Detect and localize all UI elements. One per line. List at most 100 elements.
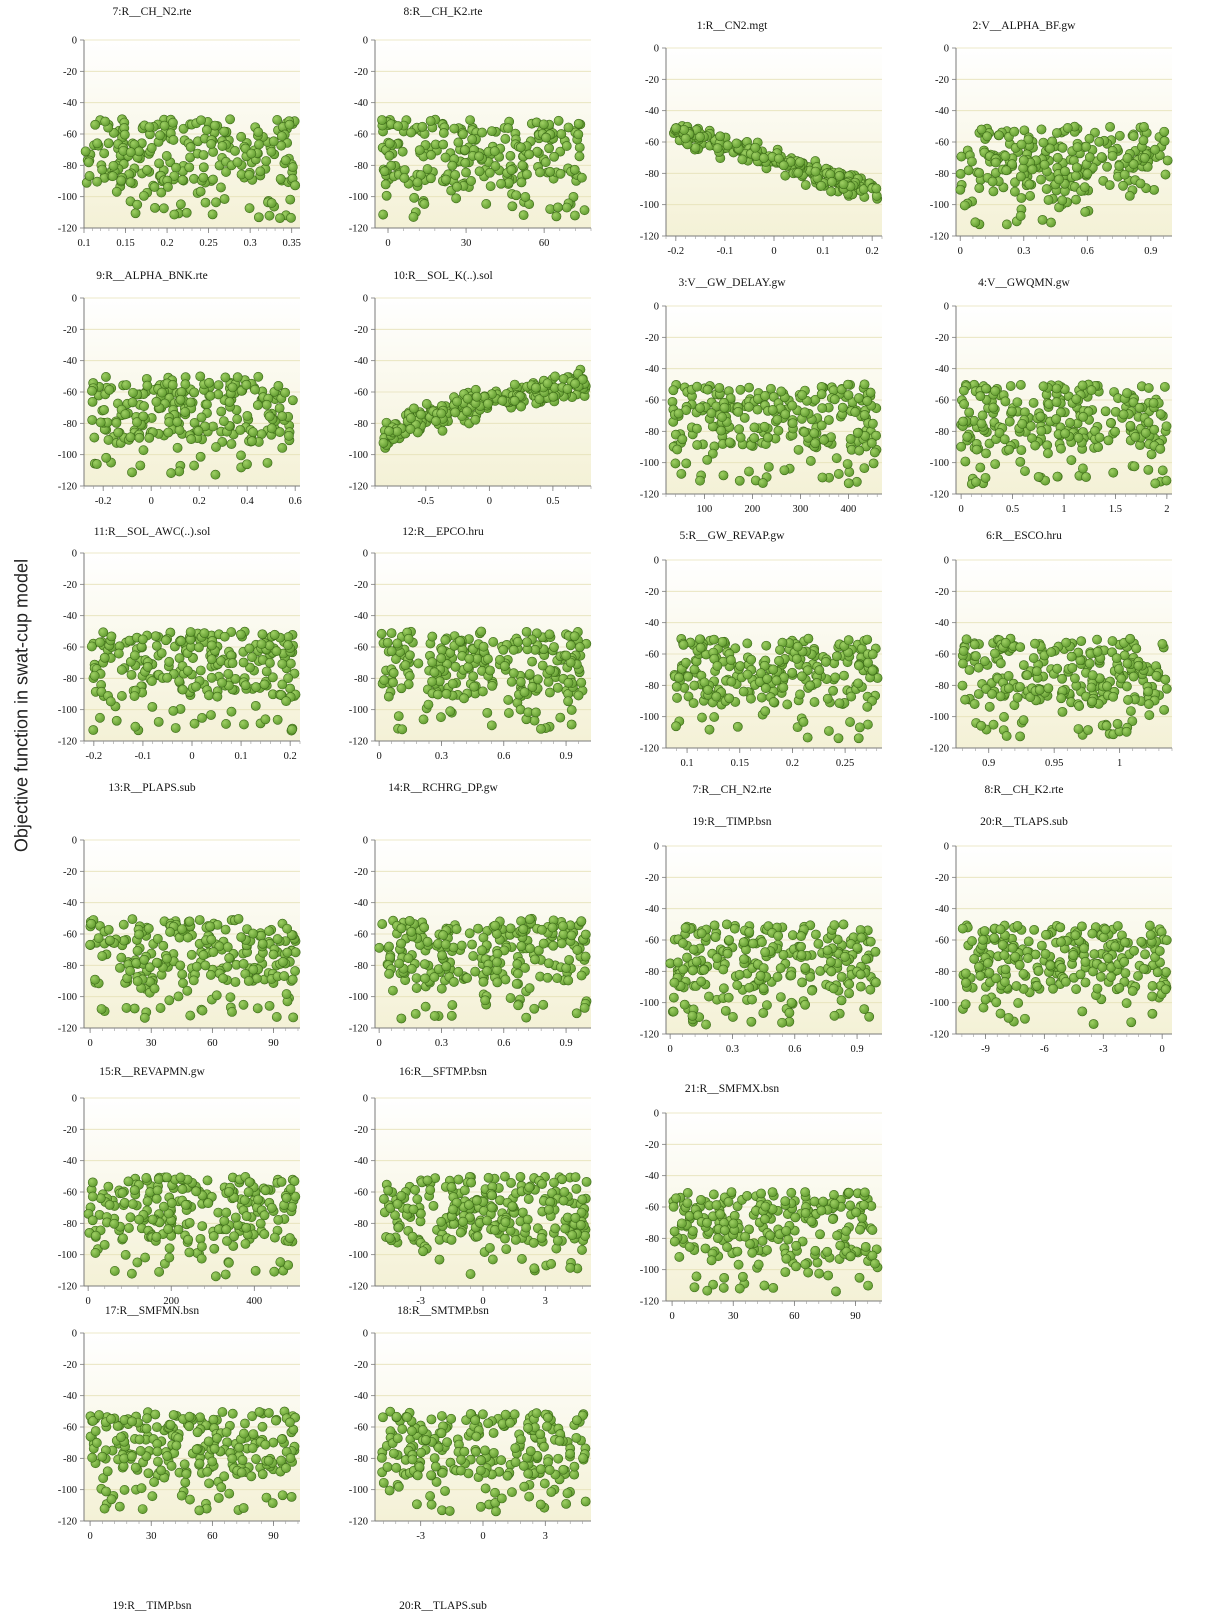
data-point (429, 972, 440, 983)
data-point (230, 146, 240, 156)
data-point (1012, 692, 1023, 703)
data-point (99, 404, 109, 415)
data-point (384, 968, 395, 979)
data-point (512, 959, 523, 970)
data-point (226, 706, 237, 717)
y-tick-label: -100 (930, 200, 949, 211)
y-tick-label: -100 (349, 705, 368, 716)
data-point (460, 158, 471, 168)
data-point (509, 395, 520, 406)
data-point (1071, 162, 1082, 173)
data-point (573, 118, 584, 129)
data-point (151, 640, 162, 651)
data-point (189, 387, 200, 398)
data-point (158, 940, 169, 951)
data-point (170, 723, 181, 733)
data-point (786, 970, 797, 981)
x-tick-label: 30 (146, 1038, 157, 1049)
data-point (1027, 164, 1038, 175)
data-point (758, 153, 769, 163)
data-point (1033, 471, 1044, 482)
data-point (396, 683, 407, 694)
data-point (538, 119, 549, 130)
data-point (248, 964, 259, 975)
data-point (218, 973, 228, 984)
data-point (807, 985, 817, 996)
data-point (688, 698, 699, 709)
data-point (217, 677, 227, 688)
data-point (678, 964, 689, 975)
data-point (221, 719, 231, 729)
data-point (126, 669, 137, 680)
x-tick-label: 0 (668, 1044, 673, 1055)
data-point (130, 208, 141, 219)
x-tick-label: 60 (539, 238, 550, 249)
data-point (207, 209, 218, 220)
data-point (284, 430, 294, 441)
data-point (1060, 976, 1071, 987)
data-point (552, 973, 563, 984)
data-point (224, 953, 235, 963)
data-point (462, 973, 473, 983)
data-point (775, 645, 785, 655)
data-point (484, 167, 495, 178)
y-tick-label: -80 (645, 681, 659, 692)
data-point (974, 167, 985, 178)
data-point (1122, 658, 1133, 669)
data-point (1037, 214, 1048, 225)
data-point (691, 956, 702, 967)
data-point (678, 639, 689, 650)
data-point (1001, 731, 1012, 741)
data-point (756, 668, 766, 679)
data-point (967, 936, 977, 946)
data-point (577, 374, 588, 385)
data-point (959, 200, 970, 211)
data-point (485, 181, 496, 192)
data-point (782, 699, 793, 710)
data-point (250, 700, 261, 711)
data-point (1149, 184, 1160, 195)
data-point (116, 664, 127, 675)
data-point (264, 411, 275, 422)
data-point (519, 687, 530, 698)
data-point (240, 680, 251, 691)
data-point (778, 682, 789, 693)
data-point (1087, 696, 1098, 707)
data-point (286, 212, 296, 223)
data-point (1143, 464, 1154, 475)
data-point (403, 633, 414, 644)
data-point (285, 194, 296, 205)
y-tick-label: -20 (645, 75, 659, 86)
data-point (810, 438, 821, 449)
data-point (1087, 670, 1098, 681)
data-point (196, 412, 207, 423)
data-point (421, 399, 432, 409)
data-point (177, 175, 188, 185)
data-point (843, 478, 854, 489)
data-point (276, 131, 287, 142)
data-point (252, 400, 263, 411)
data-point (80, 146, 91, 157)
data-point (1036, 426, 1047, 436)
y-tick-label: -40 (354, 611, 368, 622)
data-point (692, 381, 702, 392)
scatter-panel: 0 -20 -40 -60 -80 -100 -120 -9 -6 -3 0 (930, 842, 1172, 1055)
data-point (176, 636, 187, 646)
data-point (290, 947, 301, 958)
data-point (798, 716, 809, 727)
data-point (1147, 981, 1158, 991)
data-point (285, 658, 296, 669)
data-point (515, 142, 526, 153)
data-point (1100, 406, 1111, 417)
data-point (793, 444, 804, 455)
data-point (232, 157, 243, 168)
data-point (994, 428, 1005, 438)
data-point (1065, 417, 1075, 428)
y-tick-label: -60 (354, 388, 368, 399)
panel-title: 5:R__GW_REVAP.gw (679, 530, 785, 542)
data-point (853, 733, 864, 744)
data-point (252, 1003, 263, 1014)
x-tick-label: 1 (1061, 504, 1066, 515)
data-point (831, 651, 842, 662)
data-point (1051, 128, 1062, 138)
